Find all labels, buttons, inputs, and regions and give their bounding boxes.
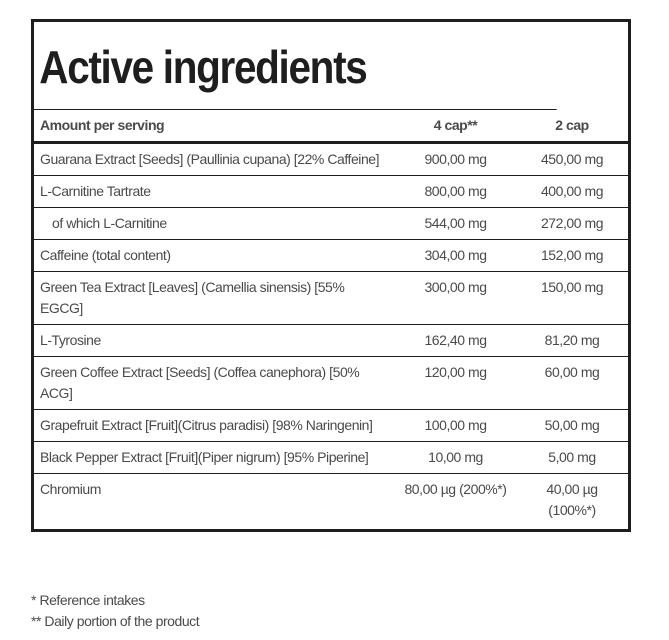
column-header-2cap: 2 cap — [516, 110, 628, 144]
ingredient-name: L-Tyrosine — [34, 324, 395, 357]
amount-4cap: 800,00 mg — [395, 175, 516, 208]
ingredient-name: L-Carnitine Tartrate — [34, 175, 395, 208]
ingredient-name: Green Coffee Extract [Seeds] (Coffea can… — [34, 356, 395, 410]
ingredients-table: Amount per serving 4 cap** 2 cap Guarana… — [34, 110, 628, 529]
table-row: Black Pepper Extract [Fruit](Piper nigru… — [34, 441, 628, 474]
amount-4cap: 544,00 mg — [395, 207, 516, 240]
table-row: of which L-Carnitine 544,00 mg 272,00 mg — [34, 207, 628, 240]
footnotes: * Reference intakes ** Daily portion of … — [31, 590, 200, 632]
amount-2cap: 5,00 mg — [516, 441, 628, 474]
amount-4cap: 900,00 mg — [395, 142, 516, 176]
amount-4cap: 304,00 mg — [395, 239, 516, 272]
table-row: Grapefruit Extract [Fruit](Citrus paradi… — [34, 409, 628, 442]
footnote-reference-intakes: * Reference intakes — [31, 592, 145, 608]
ingredient-name: Black Pepper Extract [Fruit](Piper nigru… — [34, 441, 395, 474]
amount-4cap: 300,00 mg — [395, 271, 516, 325]
ingredient-name: of which L-Carnitine — [34, 207, 395, 240]
amount-2cap: 81,20 mg — [516, 324, 628, 357]
table-row: Chromium 80,00 µg (200%*) 40,00 µg (100%*) — [34, 474, 628, 530]
amount-4cap: 80,00 µg (200%*) — [404, 481, 507, 497]
column-header-4cap: 4 cap** — [395, 110, 516, 144]
column-header-amount: Amount per serving — [34, 110, 395, 144]
amount-2cap: 272,00 mg — [516, 207, 628, 240]
amount-4cap: 100,00 mg — [395, 409, 516, 442]
ingredient-name: Grapefruit Extract [Fruit](Citrus paradi… — [34, 409, 395, 442]
table-row: Guarana Extract [Seeds] (Paullinia cupan… — [34, 142, 628, 176]
amount-2cap: 450,00 mg — [516, 142, 628, 176]
amount-2cap: 152,00 mg — [516, 239, 628, 272]
amount-2cap: 400,00 mg — [516, 175, 628, 208]
amount-4cap: 10,00 mg — [395, 441, 516, 474]
amount-2cap: 150,00 mg — [516, 271, 628, 325]
amount-2cap: 50,00 mg — [516, 409, 628, 442]
table-row: Caffeine (total content) 304,00 mg 152,00 … — [34, 239, 628, 272]
page-title: Active ingredients — [34, 22, 557, 110]
table-row: Green Tea Extract [Leaves] (Camellia sin… — [34, 271, 628, 325]
table-row: Green Coffee Extract [Seeds] (Coffea can… — [34, 356, 628, 410]
footnote-daily-portion: ** Daily portion of the product — [31, 613, 200, 629]
amount-2cap: 40,00 µg (100%*) — [546, 481, 598, 518]
amount-4cap: 120,00 mg — [395, 356, 516, 410]
ingredient-name: Caffeine (total content) — [34, 239, 395, 272]
ingredient-name: Green Tea Extract [Leaves] (Camellia sin… — [34, 271, 395, 325]
ingredient-name: Guarana Extract [Seeds] (Paullinia cupan… — [34, 142, 395, 176]
ingredient-name: Chromium — [40, 481, 101, 497]
amount-2cap: 60,00 mg — [516, 356, 628, 410]
amount-4cap: 162,40 mg — [395, 324, 516, 357]
ingredients-table-box: Active ingredients Amount per serving 4 … — [31, 19, 631, 532]
table-row: L-Tyrosine 162,40 mg 81,20 mg — [34, 324, 628, 357]
table-header-row: Amount per serving 4 cap** 2 cap — [34, 110, 628, 144]
table-row: L-Carnitine Tartrate 800,00 mg 400,00 mg — [34, 175, 628, 208]
